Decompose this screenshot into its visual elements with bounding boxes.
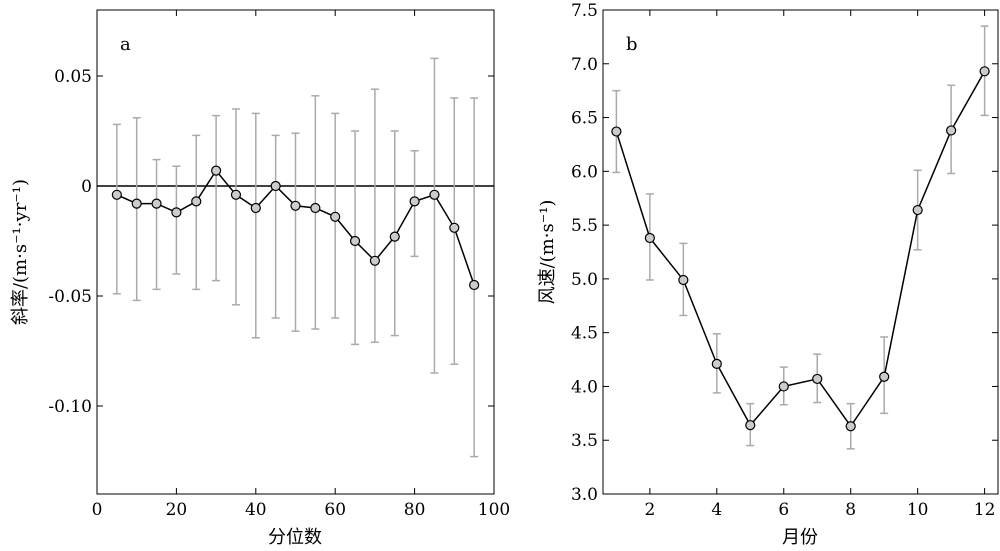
y-tick-label: 3.0 — [571, 485, 598, 505]
y-tick-label: 6.0 — [571, 162, 598, 182]
data-point — [469, 279, 480, 291]
y-tick-label: 0.05 — [54, 67, 92, 87]
x-tick-label: 6 — [778, 500, 789, 520]
panel-b-frame — [602, 9, 999, 495]
x-tick-label: 8 — [845, 500, 856, 520]
data-point — [409, 196, 420, 207]
x-tick-label: 60 — [324, 500, 346, 520]
data-point — [979, 66, 990, 77]
y-tick-label: 4.5 — [571, 324, 598, 344]
y-tick-label: 7.0 — [571, 55, 598, 75]
y-tick-label: 0 — [81, 177, 92, 197]
y-tick-label: -0.05 — [48, 287, 92, 307]
y-tick-label: 5.0 — [571, 270, 598, 290]
data-point — [270, 180, 281, 192]
x-tick-label: 4 — [711, 500, 722, 520]
data-point — [389, 231, 400, 242]
data-point — [131, 198, 142, 209]
x-tick-label: 0 — [92, 500, 103, 520]
panel-b-points — [611, 66, 990, 432]
data-point — [171, 207, 182, 218]
panel-b: 2 4 6 8 10 12 3.03.54.04.55.05.56.06.57.07.5 … — [537, 1, 999, 548]
y-tick-label: 5.5 — [571, 216, 598, 236]
panel-a-x-axis-title: 分位数 — [268, 527, 322, 548]
panel-a-y-ticks: -0.10 -0.05 0 0.05 — [48, 67, 494, 417]
data-point — [369, 255, 380, 266]
x-tick-label: 12 — [974, 500, 996, 520]
data-point — [946, 125, 957, 136]
series-line — [615, 70, 986, 428]
data-point — [449, 222, 460, 233]
data-point — [778, 381, 789, 392]
data-point — [111, 189, 122, 200]
x-tick-label: 10 — [907, 500, 929, 520]
x-tick-label: 2 — [644, 500, 655, 520]
data-point — [250, 202, 261, 214]
panel-a-label: a — [120, 34, 131, 55]
y-tick-label: -0.10 — [48, 397, 92, 417]
data-point — [644, 232, 655, 244]
data-point — [879, 371, 890, 382]
panel-b-errorbars — [612, 25, 989, 450]
data-point — [711, 358, 722, 369]
x-tick-label: 40 — [245, 500, 267, 520]
panel-a-x-ticks: 0 20 40 60 80 100 — [92, 10, 510, 520]
panel-a: 0 20 40 60 80 100 -0.10 -0.05 0 0.05 a 分位数 斜率/(m… — [10, 9, 510, 548]
x-tick-label: 80 — [404, 500, 426, 520]
panel-a-points — [111, 165, 480, 291]
data-point — [912, 204, 923, 216]
y-tick-label: 3.5 — [571, 431, 598, 451]
data-point — [230, 189, 242, 200]
data-point — [349, 235, 361, 247]
data-point — [330, 211, 341, 222]
x-tick-label: 20 — [166, 500, 188, 520]
y-tick-label: 6.5 — [571, 109, 598, 129]
data-point — [429, 189, 440, 200]
panel-b-y-ticks: 3.0 3.5 4.0 4.5 5.0 5.5 6.0 6.5 7.0 7.5 — [571, 1, 998, 505]
data-point — [151, 198, 162, 209]
data-point — [845, 421, 856, 432]
data-point — [812, 373, 823, 385]
data-point — [611, 126, 622, 137]
data-point — [290, 200, 301, 211]
panel-b-x-ticks: 2 4 6 8 10 12 — [644, 10, 995, 520]
x-tick-label: 100 — [478, 500, 510, 520]
y-tick-label: 7.5 — [571, 1, 598, 21]
panel-b-y-axis-title: 风速/(m·s⁻¹) — [537, 200, 558, 305]
panel-b-label: b — [626, 34, 638, 55]
data-point — [310, 202, 321, 214]
data-point — [211, 165, 222, 176]
y-tick-label: 4.0 — [571, 377, 598, 397]
data-point — [191, 196, 202, 207]
data-point — [745, 420, 756, 431]
panel-b-series-line — [615, 70, 986, 428]
panel-a-errorbars — [112, 57, 479, 458]
panel-b-x-axis-title: 月份 — [782, 527, 818, 548]
panel-a-y-axis-title: 斜率/(m·s⁻¹·yr⁻¹) — [10, 179, 31, 325]
data-point — [678, 274, 689, 286]
panel-a-frame — [96, 9, 495, 495]
